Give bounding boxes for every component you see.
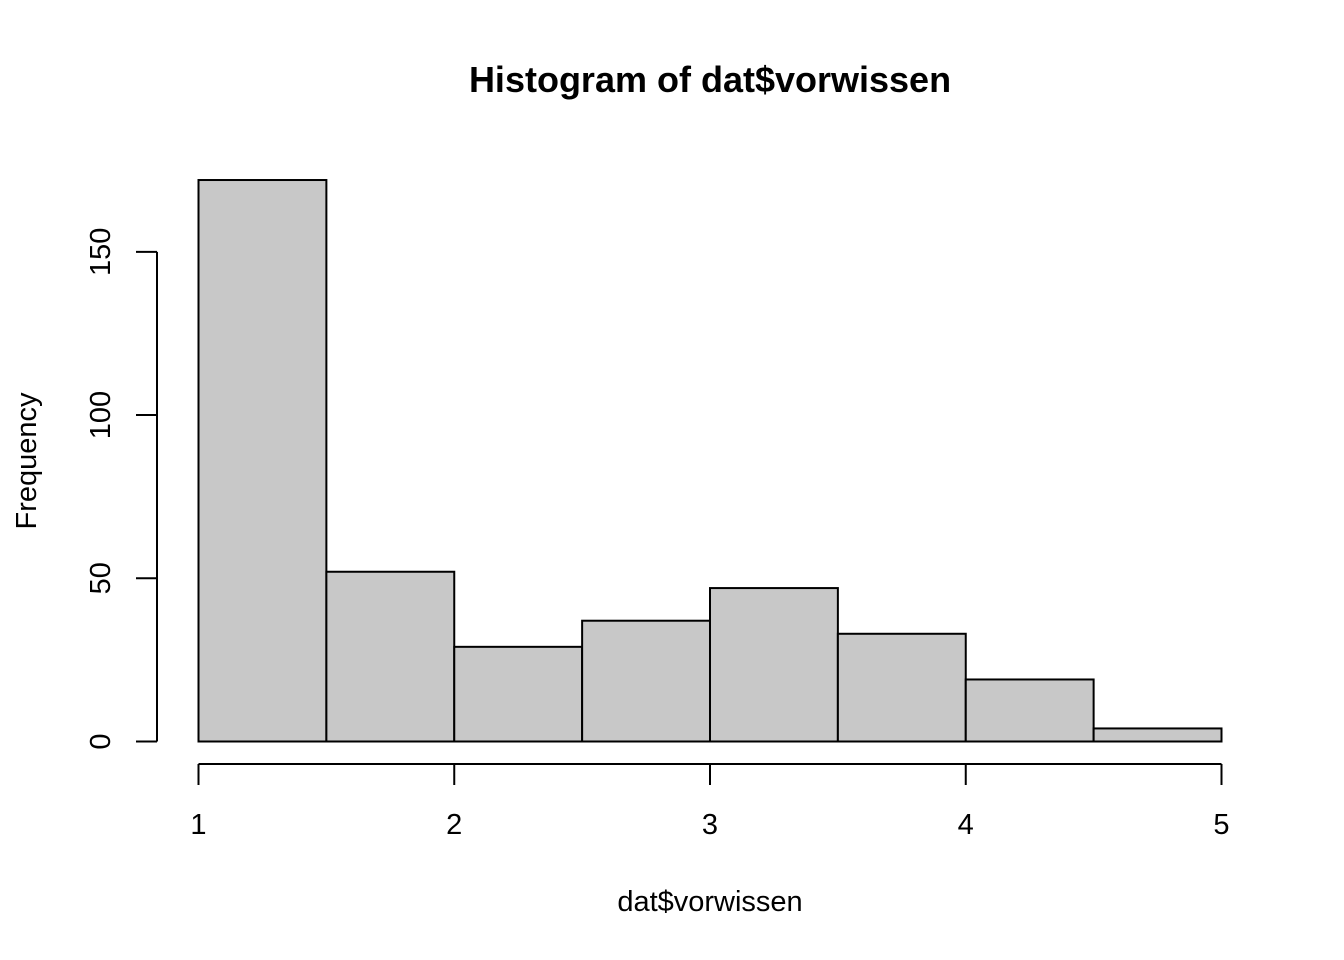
histogram-bar-4 — [581, 619, 711, 743]
chart-title: Histogram of dat$vorwissen — [469, 59, 951, 100]
histogram-bar-3 — [453, 645, 584, 743]
x-tick-label-2: 2 — [446, 809, 462, 841]
histogram-bar-5 — [709, 587, 839, 743]
histogram-bar-8 — [1092, 727, 1223, 743]
x-axis-label: dat$vorwissen — [617, 886, 802, 918]
x-tick-label-3: 3 — [702, 809, 718, 841]
histogram-bars — [197, 179, 1223, 743]
histogram-bar-6 — [836, 632, 967, 743]
x-tick-label-1: 1 — [190, 809, 206, 841]
y-tick-label-100: 100 — [85, 391, 117, 439]
x-axis: 1 2 3 4 5 — [190, 763, 1230, 841]
histogram-bar-7 — [964, 678, 1095, 743]
histogram-bar-2 — [325, 570, 456, 743]
histogram-bar-1 — [197, 179, 328, 743]
y-axis-label: Frequency — [11, 392, 43, 530]
y-tick-label-50: 50 — [85, 562, 117, 594]
y-axis: 0 50 100 150 — [85, 228, 158, 750]
x-tick-label-5: 5 — [1213, 809, 1229, 841]
y-tick-label-0: 0 — [85, 733, 117, 749]
x-tick-label-4: 4 — [958, 809, 974, 841]
y-tick-label-150: 150 — [85, 228, 117, 276]
